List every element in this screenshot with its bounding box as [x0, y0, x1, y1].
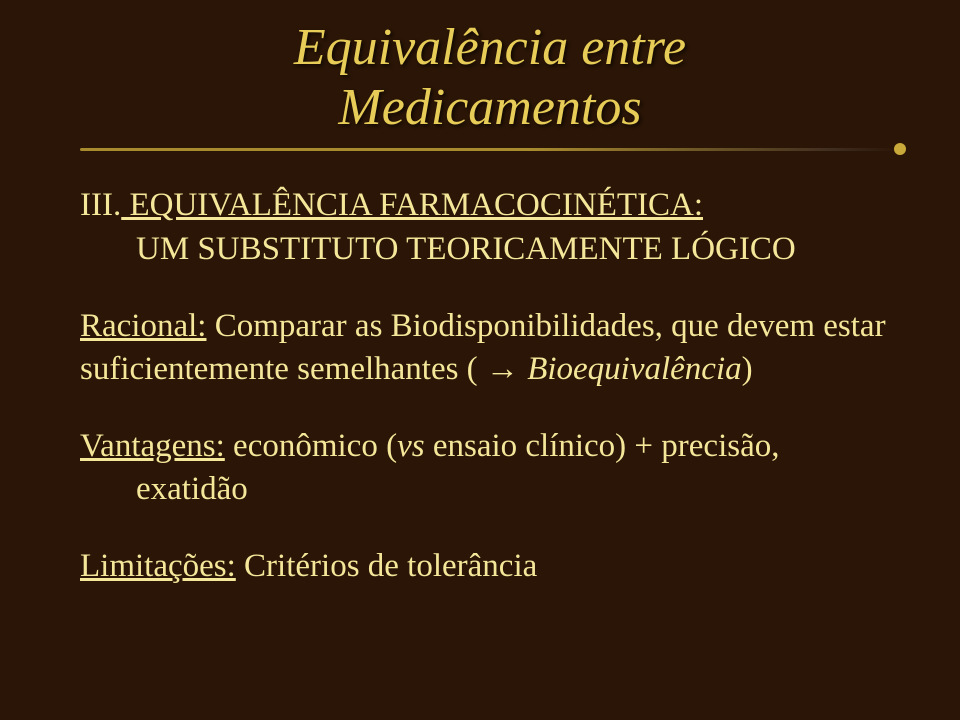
slide-title: Equivalência entre Medicamentos	[162, 18, 818, 138]
arrow-icon: →	[486, 351, 519, 387]
slide-body: III. EQUIVALÊNCIA FARMACOCINÉTICA: UM SU…	[80, 184, 900, 588]
heading-main: EQUIVALÊNCIA FARMACOCINÉTICA:	[121, 187, 703, 223]
racional-text-2	[519, 351, 527, 387]
racional-bioeq: Bioequivalência	[527, 351, 741, 387]
section-heading: III. EQUIVALÊNCIA FARMACOCINÉTICA:	[80, 184, 900, 227]
vantagens-vs: vs	[397, 428, 425, 464]
vantagens-text-2: ensaio clínico) + precisão,	[425, 428, 780, 464]
racional-label: Racional:	[80, 308, 206, 344]
divider-line	[80, 148, 900, 151]
vantagens-paragraph: Vantagens: econômico (vs ensaio clínico)…	[80, 425, 900, 511]
section-subheading: UM SUBSTITUTO TEORICAMENTE LÓGICO	[80, 228, 900, 271]
title-divider	[80, 144, 900, 158]
racional-paragraph: Racional: Comparar as Biodisponibilidade…	[80, 305, 900, 391]
heading-prefix: III.	[80, 187, 121, 223]
vantagens-text-1: econômico (	[225, 428, 397, 464]
limitacoes-label: Limitações:	[80, 548, 236, 584]
vantagens-exatidao: exatidão	[80, 468, 900, 511]
slide: Equivalência entre Medicamentos III. EQU…	[0, 0, 960, 720]
vantagens-label: Vantagens:	[80, 428, 225, 464]
divider-dot	[894, 143, 906, 155]
title-line-2: Medicamentos	[162, 78, 818, 138]
title-line-1: Equivalência entre	[162, 18, 818, 78]
limitacoes-text: Critérios de tolerância	[236, 548, 537, 584]
racional-text-3: )	[742, 351, 753, 387]
limitacoes-paragraph: Limitações: Critérios de tolerância	[80, 545, 900, 588]
